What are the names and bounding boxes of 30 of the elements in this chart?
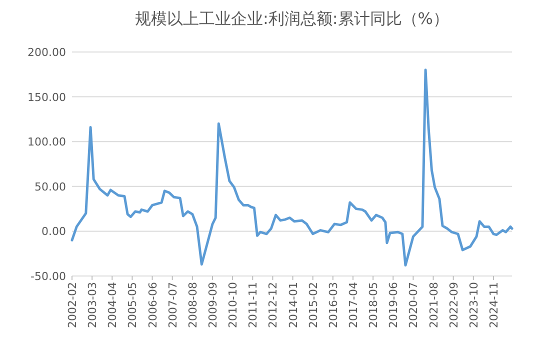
x-tick-label: 2014-01 <box>286 282 300 328</box>
x-tick-label: 2003-03 <box>86 282 100 328</box>
x-tick-label: 2008-08 <box>186 282 200 328</box>
y-tick-label: 100.00 <box>28 136 66 149</box>
x-tick-label: 2006-06 <box>146 282 160 328</box>
x-tick-label: 2012-12 <box>266 282 280 328</box>
x-tick-label: 2020-07 <box>407 282 420 328</box>
x-tick-label: 2022-09 <box>447 282 460 328</box>
y-tick-label: 0.00 <box>42 225 66 238</box>
x-tick-label: 2002-02 <box>66 282 79 328</box>
y-tick-label: 50.00 <box>34 180 66 194</box>
y-tick-label: -50.00 <box>30 270 66 283</box>
x-tick-label: 2021-08 <box>427 282 440 328</box>
line-series <box>70 68 514 266</box>
x-tick-label: 2019-06 <box>387 282 400 328</box>
x-tick-label: 2024-11 <box>487 282 500 328</box>
x-tick-label: 2016-03 <box>326 282 340 328</box>
x-tick-label: 2007-07 <box>166 282 180 328</box>
x-tick-label: 2004-04 <box>106 282 120 328</box>
x-tick-label: 2017-04 <box>346 282 360 328</box>
x-tick-label: 2011-11 <box>246 282 260 328</box>
x-tick-label: 2018-05 <box>367 282 380 328</box>
x-tick-label: 2010-10 <box>226 282 240 328</box>
x-tick-label: 2009-09 <box>206 282 220 328</box>
x-tick-label: 2005-05 <box>126 282 140 328</box>
chart-title: 规模以上工业企业:利润总额:累计同比（%） <box>135 9 449 28</box>
x-tick-label: 2023-10 <box>467 282 480 328</box>
y-tick-label: 200.00 <box>28 46 66 59</box>
y-tick-label: 150.00 <box>28 90 66 104</box>
x-tick-label: 2015-02 <box>306 282 320 328</box>
